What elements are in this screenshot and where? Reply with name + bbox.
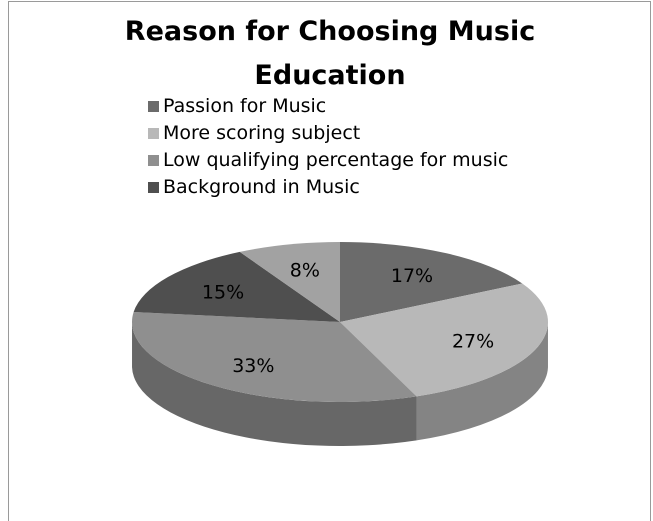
pie-slice-unlabeled [239, 242, 340, 322]
data-label-passion: 17% [391, 265, 433, 287]
legend-item-low-qualifying: Low qualifying percentage for music [148, 147, 508, 174]
pie-chart: 17% 27% 33% 15% 8% [132, 242, 548, 446]
legend-swatch [148, 128, 159, 139]
pie-side-low-qualifying [132, 323, 417, 446]
legend-label: Background in Music [163, 176, 360, 198]
legend-label: More scoring subject [163, 122, 361, 144]
data-label-background: 15% [202, 281, 244, 303]
legend-swatch [148, 101, 159, 112]
pie-side-more-scoring [416, 323, 548, 441]
data-label-unlabeled: 8% [290, 259, 320, 281]
pie-slice-background [133, 251, 340, 322]
pie-slice-low-qualifying [132, 311, 417, 402]
chart-title: Reason for Choosing Music Education [124, 16, 536, 91]
legend-swatch [148, 182, 159, 193]
legend-swatch [148, 155, 159, 166]
pie-slice-more-scoring [340, 283, 548, 397]
data-label-low-qualifying: 33% [232, 355, 274, 377]
legend-label: Passion for Music [163, 95, 327, 117]
legend-item-more-scoring: More scoring subject [148, 120, 508, 147]
pie-slice-passion [340, 242, 523, 322]
data-label-more-scoring: 27% [452, 330, 494, 352]
chart-legend: Passion for Music More scoring subject L… [148, 93, 508, 201]
legend-item-passion: Passion for Music [148, 93, 508, 120]
legend-label: Low qualifying percentage for music [163, 149, 509, 171]
legend-item-background: Background in Music [148, 174, 508, 201]
